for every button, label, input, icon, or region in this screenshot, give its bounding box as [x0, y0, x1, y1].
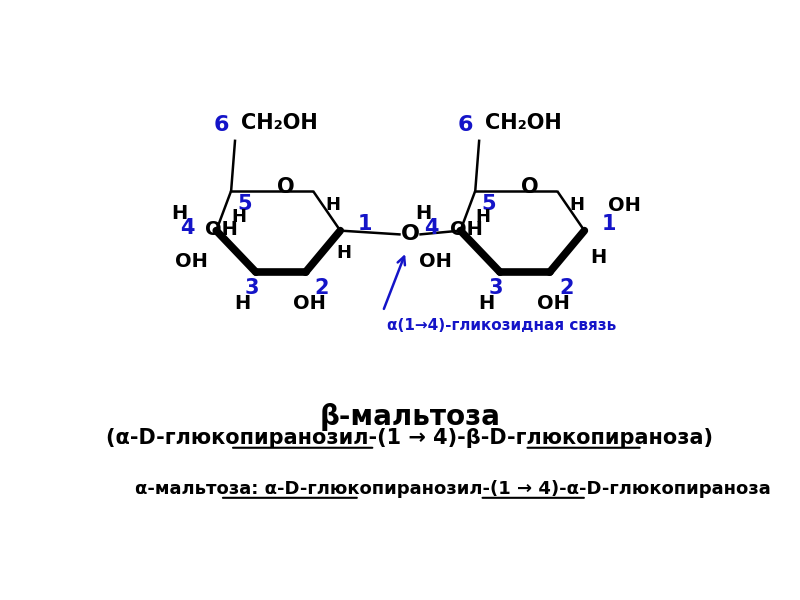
Text: O: O	[401, 224, 419, 244]
Text: 6: 6	[214, 115, 229, 134]
Text: OH: OH	[537, 294, 570, 313]
Text: H: H	[337, 244, 352, 262]
Text: 5: 5	[238, 194, 252, 214]
Text: CH₂OH: CH₂OH	[242, 113, 318, 133]
Text: α(1→4)-гликозидная связь: α(1→4)-гликозидная связь	[386, 317, 616, 332]
Text: H: H	[325, 196, 340, 214]
Text: β-мальтоза: β-мальтоза	[319, 403, 501, 431]
Text: H: H	[475, 208, 490, 226]
Text: 3: 3	[245, 278, 259, 298]
Text: OH: OH	[419, 252, 452, 271]
Text: (α-D-глюкопиранозил-(1 → 4)-β-D-глюкопираноза): (α-D-глюкопиранозил-(1 → 4)-β-D-глюкопир…	[106, 428, 714, 448]
Text: OH: OH	[293, 294, 326, 313]
Text: OH: OH	[450, 220, 482, 239]
Text: H: H	[569, 196, 584, 214]
Text: CH₂OH: CH₂OH	[486, 113, 562, 133]
Text: H: H	[234, 294, 250, 313]
Text: 4: 4	[180, 218, 194, 238]
Text: H: H	[415, 204, 431, 223]
Text: 2: 2	[315, 278, 330, 298]
Text: 5: 5	[482, 194, 496, 214]
Text: H: H	[171, 204, 187, 223]
Text: 1: 1	[358, 214, 372, 235]
Text: H: H	[590, 248, 606, 266]
Text: 4: 4	[424, 218, 438, 238]
Text: α-мальтоза: α-D-глюкопиранозил-(1 → 4)-α-D-глюкопираноза: α-мальтоза: α-D-глюкопиранозил-(1 → 4)-α…	[135, 480, 770, 498]
Text: H: H	[231, 208, 246, 226]
Text: 3: 3	[489, 278, 503, 298]
Text: OH: OH	[175, 252, 208, 271]
Text: 1: 1	[602, 214, 616, 235]
Text: O: O	[522, 177, 539, 197]
Text: 2: 2	[559, 278, 574, 298]
Text: OH: OH	[608, 196, 641, 215]
Text: H: H	[478, 294, 494, 313]
Text: OH: OH	[206, 220, 238, 239]
Text: 6: 6	[458, 115, 473, 134]
Text: O: O	[277, 177, 295, 197]
